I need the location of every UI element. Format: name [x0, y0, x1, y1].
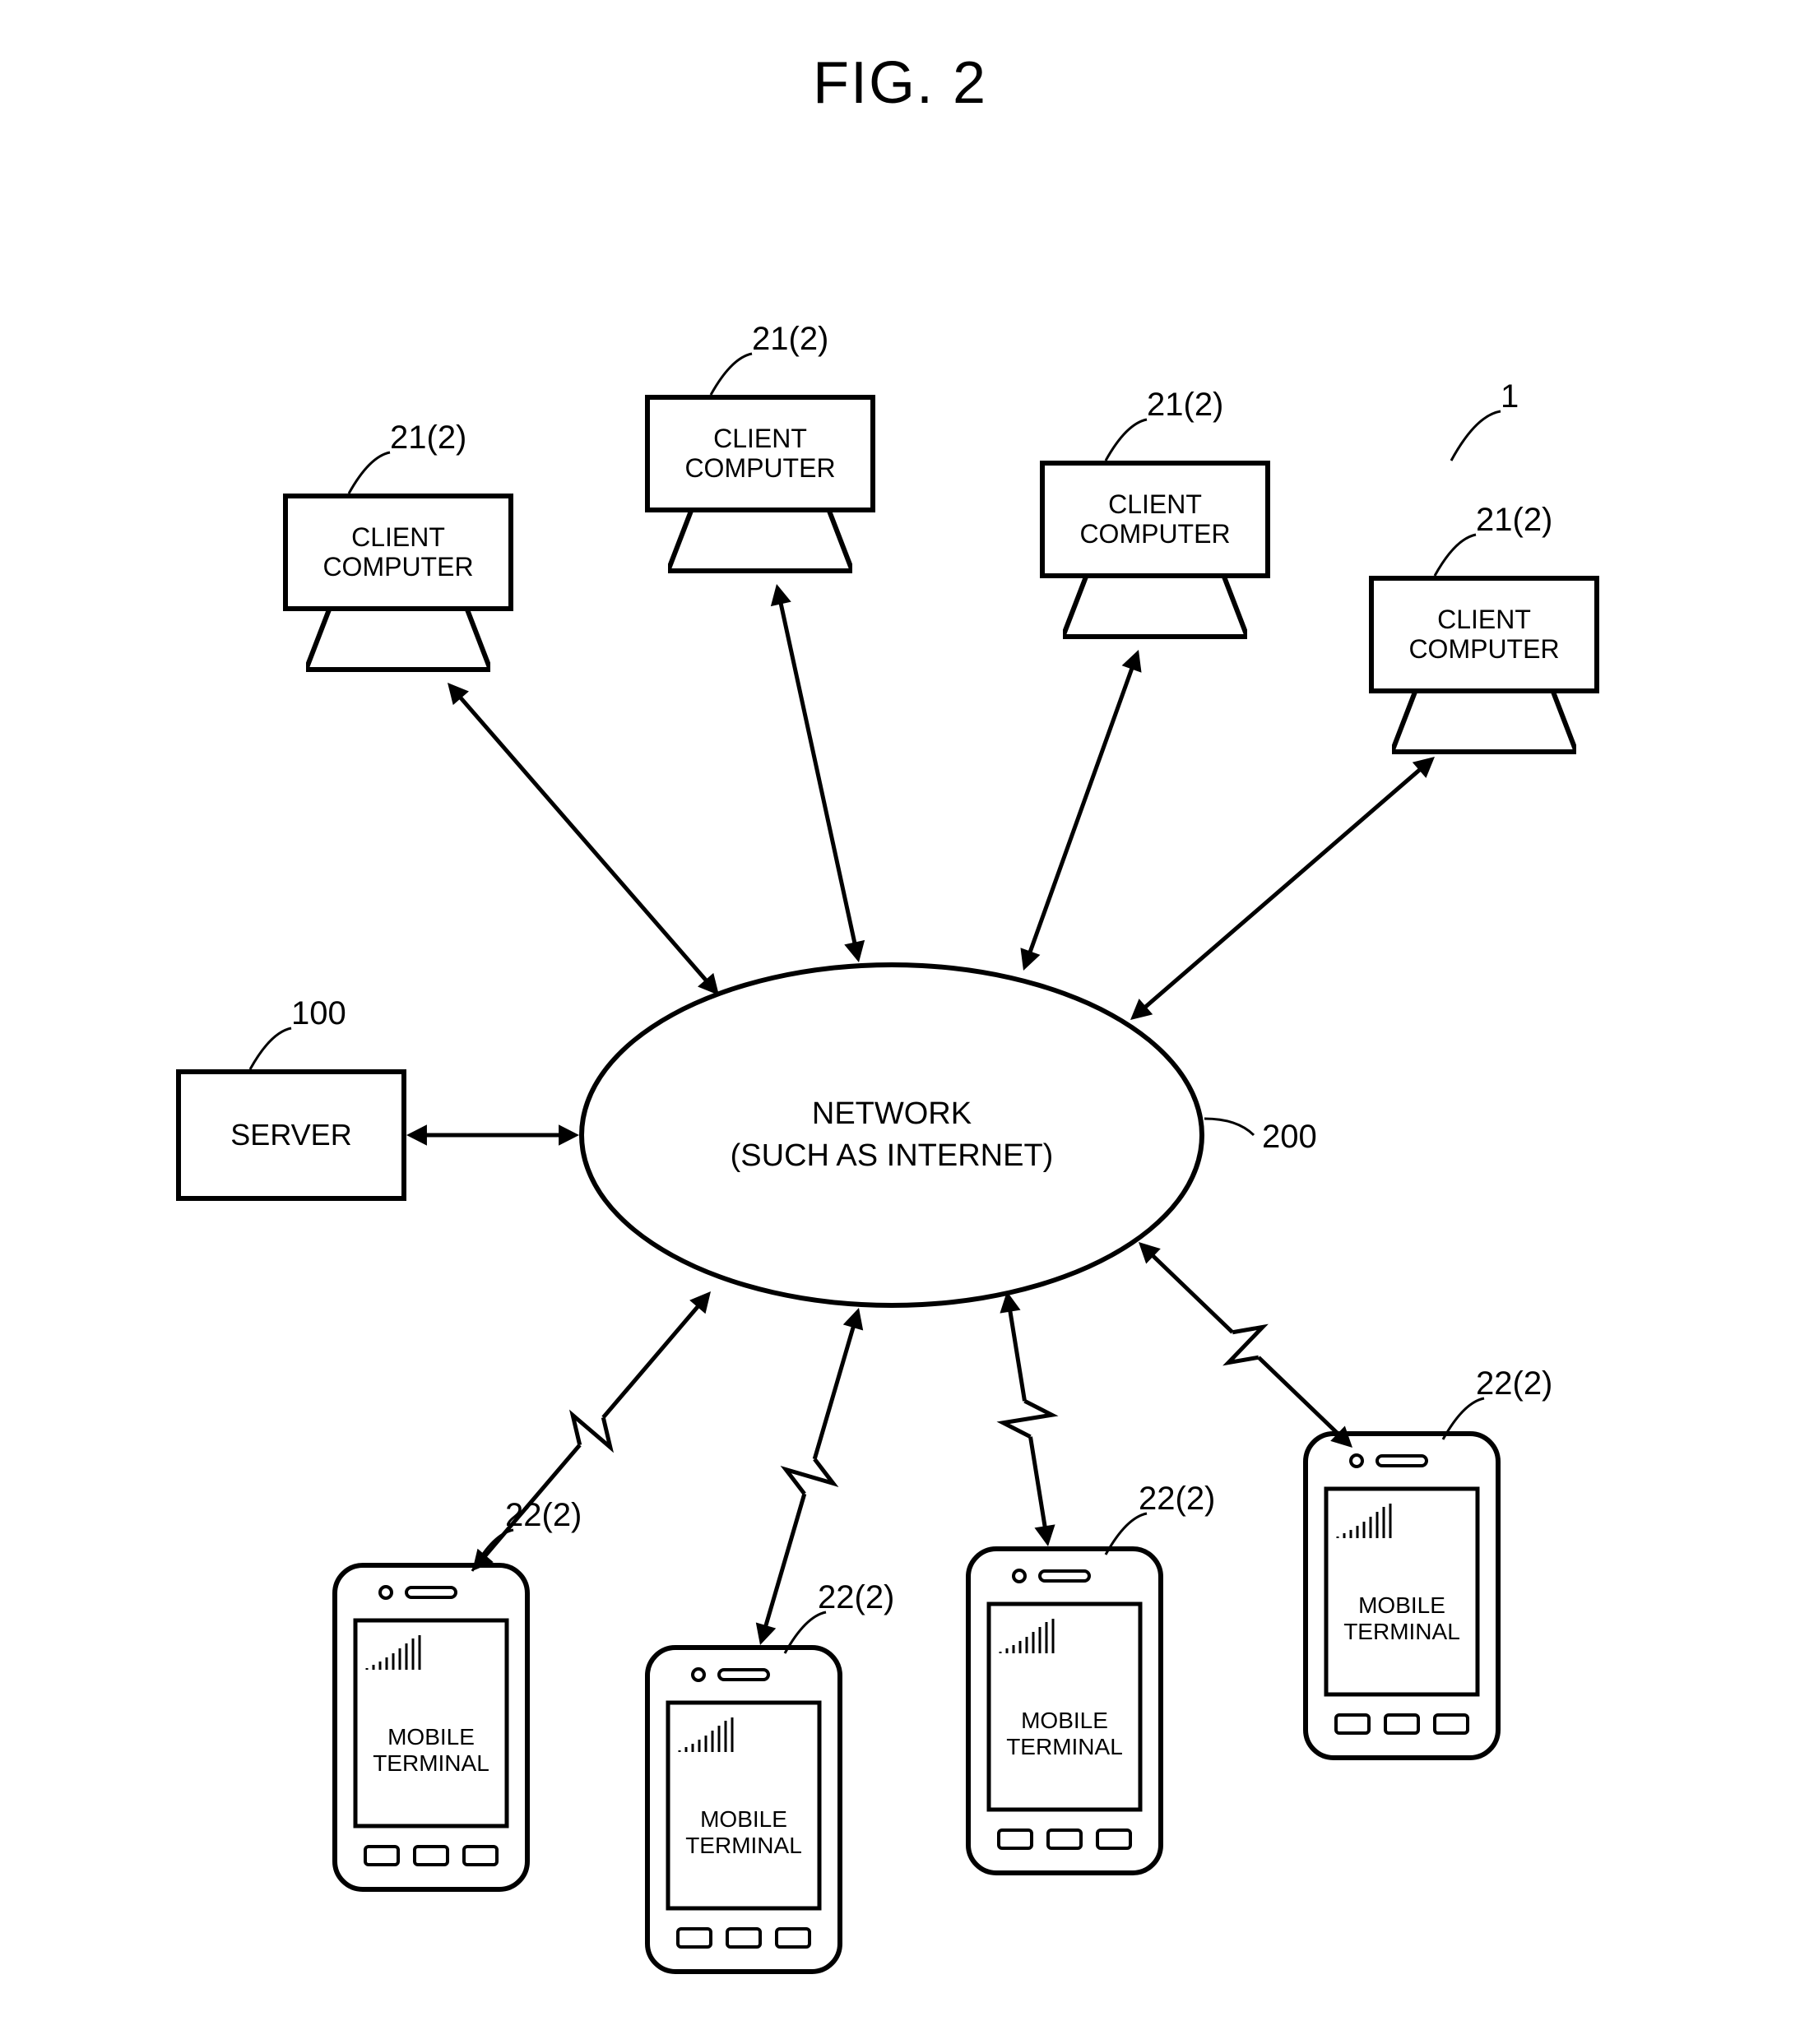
- leader-mobile-3: [1106, 1513, 1147, 1555]
- mobile-terminal-4: MOBILETERMINAL: [1303, 1431, 1501, 1760]
- network-label-1: NETWORK: [812, 1096, 972, 1131]
- client-computer-3: CLIENTCOMPUTER: [1040, 461, 1270, 642]
- refnum-client-1: 21(2): [390, 419, 466, 457]
- mobile-label-3b: TERMINAL: [1006, 1734, 1123, 1759]
- network-label-2: (SUCH AS INTERNET): [731, 1138, 1054, 1173]
- client-computer-4: CLIENTCOMPUTER: [1369, 576, 1599, 757]
- refnum-mobile-3: 22(2): [1139, 1481, 1215, 1518]
- client-label-2b: COMPUTER: [684, 453, 835, 483]
- network-node: NETWORK (SUCH AS INTERNET): [579, 962, 1204, 1308]
- leader-mobile-4: [1443, 1398, 1484, 1439]
- client-label-4b: COMPUTER: [1408, 634, 1559, 664]
- server-label: SERVER: [230, 1118, 351, 1152]
- refnum-client-2: 21(2): [752, 321, 828, 358]
- leader-server: [250, 1028, 291, 1069]
- refnum-client-4: 21(2): [1476, 502, 1552, 539]
- refnum-system: 1: [1501, 378, 1519, 415]
- mobile-label-3a: MOBILE: [1021, 1708, 1108, 1733]
- figure-canvas: FIG. 2 1 NETWORK (SUCH AS INTERNET) 200 …: [36, 33, 1764, 2007]
- refnum-client-3: 21(2): [1147, 387, 1223, 424]
- mobile-label-2a: MOBILE: [700, 1806, 787, 1832]
- server-node: SERVER: [176, 1069, 406, 1201]
- client-computer-2: CLIENTCOMPUTER: [645, 395, 875, 576]
- leader-system: [1451, 411, 1501, 461]
- client-label-4a: CLIENT: [1437, 605, 1531, 634]
- leader-client-4: [1435, 535, 1476, 576]
- mobile-terminal-3: MOBILETERMINAL: [966, 1546, 1163, 1875]
- client-label-2a: CLIENT: [713, 424, 807, 453]
- leader-client-1: [349, 452, 390, 494]
- refnum-mobile-4: 22(2): [1476, 1365, 1552, 1402]
- mobile-label-4b: TERMINAL: [1343, 1619, 1460, 1644]
- client-label-1b: COMPUTER: [322, 552, 473, 582]
- client-computer-1: CLIENTCOMPUTER: [283, 494, 513, 674]
- refnum-mobile-2: 22(2): [818, 1579, 894, 1616]
- mobile-terminal-1: MOBILETERMINAL: [332, 1563, 530, 1892]
- leader-client-2: [711, 354, 752, 395]
- mobile-label-1a: MOBILE: [387, 1724, 475, 1750]
- mobile-label-2b: TERMINAL: [685, 1833, 802, 1858]
- client-label-3b: COMPUTER: [1079, 519, 1230, 549]
- refnum-mobile-1: 22(2): [505, 1497, 582, 1534]
- mobile-terminal-2: MOBILETERMINAL: [645, 1645, 842, 1974]
- refnum-network: 200: [1262, 1119, 1317, 1156]
- figure-title: FIG. 2: [813, 49, 987, 117]
- client-label-3a: CLIENT: [1108, 489, 1202, 519]
- client-label-1a: CLIENT: [351, 522, 445, 552]
- leader-mobile-2: [785, 1612, 826, 1653]
- leader-client-3: [1106, 419, 1147, 461]
- leader-mobile-1: [472, 1530, 513, 1571]
- mobile-label-1b: TERMINAL: [373, 1750, 489, 1776]
- leader-network: [1204, 1119, 1254, 1168]
- mobile-label-4a: MOBILE: [1358, 1592, 1445, 1618]
- refnum-server: 100: [291, 995, 346, 1032]
